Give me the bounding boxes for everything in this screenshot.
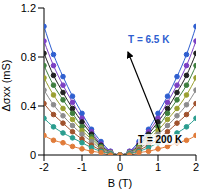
html-text:T = 200 K: T = 200 K — [138, 134, 183, 145]
svg-text:-2: -2 — [39, 161, 49, 173]
svg-text:0: 0 — [30, 149, 36, 161]
svg-text:Δσxx (mS): Δσxx (mS) — [8, 59, 12, 111]
svg-text:2: 2 — [193, 161, 198, 173]
svg-text:1: 1 — [155, 161, 161, 173]
svg-text:B (T): B (T) — [108, 177, 132, 189]
svg-text:0.4: 0.4 — [21, 100, 36, 112]
svg-text:-1: -1 — [77, 161, 87, 173]
html-text:T = 6.5 K: T = 6.5 K — [128, 34, 170, 45]
svg-text:0: 0 — [117, 161, 123, 173]
svg-text:0.8: 0.8 — [21, 51, 36, 63]
svg-text:1.2: 1.2 — [21, 2, 36, 14]
